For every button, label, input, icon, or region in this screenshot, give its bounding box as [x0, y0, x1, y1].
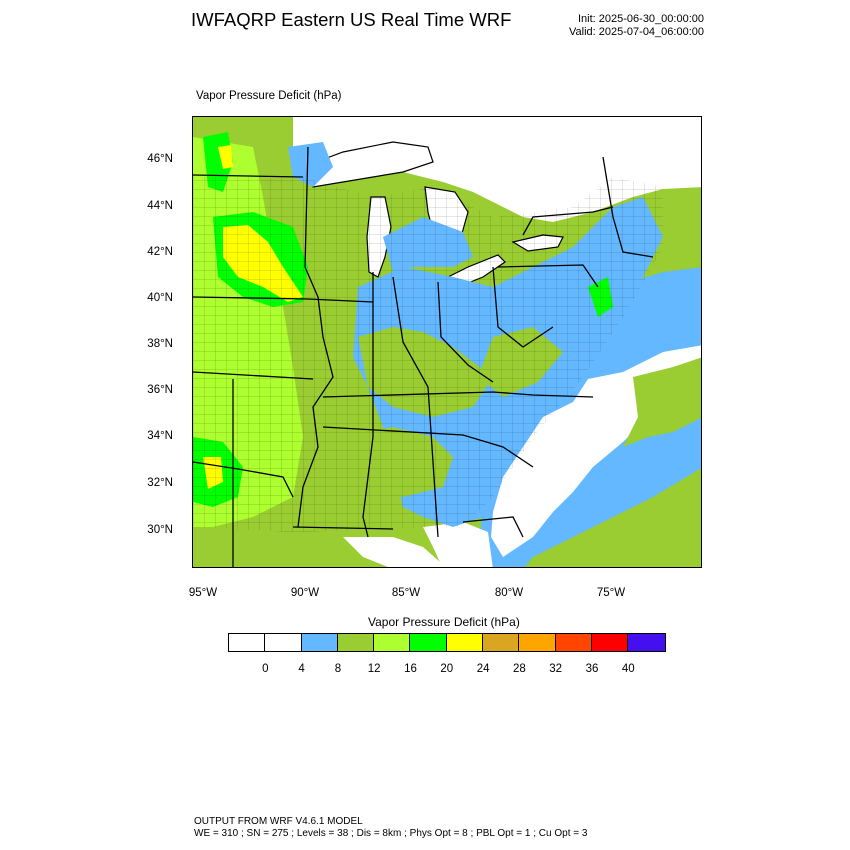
- lat-label-44: 44°N: [147, 200, 173, 212]
- colorbar-tick-label: 12: [367, 663, 381, 675]
- colorbar-tick-label: 32: [549, 663, 563, 675]
- colorbar-swatch: [628, 634, 665, 651]
- colorbar-tick-label: 28: [512, 663, 526, 675]
- footer-line-2: WE = 310 ; SN = 275 ; Levels = 38 ; Dis …: [194, 828, 588, 839]
- lat-label-46: 46°N: [147, 153, 173, 165]
- colorbar-swatch: [265, 634, 302, 651]
- colorbar: [228, 633, 666, 652]
- valid-time: Valid: 2025-07-04_06:00:00: [569, 26, 704, 38]
- field-label: Vapor Pressure Deficit (hPa): [196, 90, 342, 102]
- lat-label-34: 34°N: [147, 430, 173, 442]
- chart-title: IWFAQRP Eastern US Real Time WRF: [191, 9, 512, 30]
- lat-label-32: 32°N: [147, 477, 173, 489]
- colorbar-swatch: [410, 634, 447, 651]
- lon-label-90: 90°W: [290, 587, 320, 599]
- colorbar-swatch: [483, 634, 520, 651]
- colorbar-swatch: [374, 634, 411, 651]
- colorbar-tick-label: 0: [262, 663, 269, 675]
- colorbar-tick-label: 36: [585, 663, 599, 675]
- lon-label-75: 75°W: [596, 587, 626, 599]
- lat-label-36: 36°N: [147, 384, 173, 396]
- colorbar-swatch: [519, 634, 556, 651]
- colorbar-tick-label: 4: [298, 663, 305, 675]
- map-panel: [192, 116, 702, 568]
- lon-label-95: 95°W: [188, 587, 218, 599]
- vpd-yellow-minn: [218, 145, 233, 169]
- init-time: Init: 2025-06-30_00:00:00: [578, 13, 704, 25]
- gulf-white: [343, 537, 446, 567]
- colorbar-swatch: [229, 634, 266, 651]
- ocean-green-2: [524, 468, 701, 567]
- lat-label-30: 30°N: [147, 524, 173, 536]
- model-footer: OUTPUT FROM WRF V4.6.1 MODEL WE = 310 ; …: [194, 816, 587, 840]
- vpd-low-northwest: [288, 142, 333, 187]
- colorbar-swatch: [337, 634, 375, 651]
- florida: [423, 522, 493, 567]
- colorbar-tick-label: 24: [476, 663, 490, 675]
- lat-label-40: 40°N: [147, 292, 173, 304]
- colorbar-tick-label: 8: [334, 663, 342, 675]
- lon-label-80: 80°W: [494, 587, 524, 599]
- ocean-green-1: [623, 357, 701, 447]
- footer-line-1: OUTPUT FROM WRF V4.6.1 MODEL: [194, 816, 363, 827]
- colorbar-tick-label: 40: [621, 663, 635, 675]
- time-info: Init: 2025-06-30_00:00:00 Valid: 2025-07…: [569, 13, 704, 39]
- colorbar-tick-label: 20: [440, 663, 454, 675]
- colorbar-swatch: [555, 634, 592, 651]
- lat-label-38: 38°N: [147, 338, 173, 350]
- colorbar-swatch: [591, 634, 629, 651]
- vpd-map-svg: [193, 117, 701, 567]
- county-grid: [193, 177, 663, 532]
- colorbar-title: Vapor Pressure Deficit (hPa): [368, 615, 520, 629]
- lat-label-42: 42°N: [147, 246, 173, 258]
- colorbar-swatch: [446, 634, 484, 651]
- colorbar-tick-label: 16: [404, 663, 417, 675]
- lon-label-85: 85°W: [391, 587, 421, 599]
- colorbar-swatch: [301, 634, 338, 651]
